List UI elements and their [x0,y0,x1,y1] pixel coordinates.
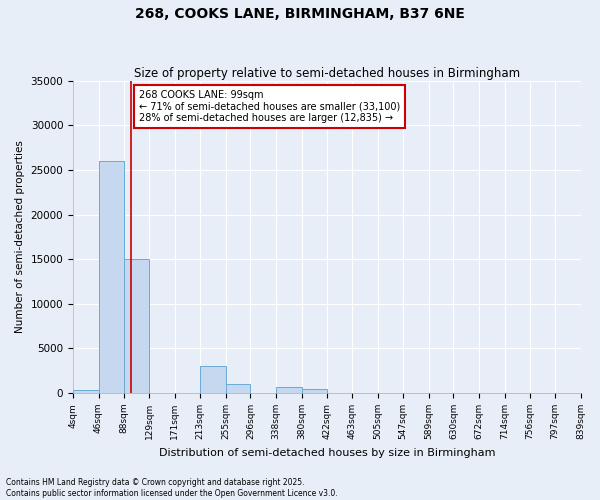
Bar [124,259,149,393]
Bar [276,387,302,393]
Text: 268 COOKS LANE: 99sqm
← 71% of semi-detached houses are smaller (33,100)
28% of : 268 COOKS LANE: 99sqm ← 71% of semi-deta… [139,90,400,123]
Bar [98,161,124,393]
Bar [302,388,327,393]
Text: 268, COOKS LANE, BIRMINGHAM, B37 6NE: 268, COOKS LANE, BIRMINGHAM, B37 6NE [135,8,465,22]
Bar [226,384,250,393]
Title: Size of property relative to semi-detached houses in Birmingham: Size of property relative to semi-detach… [134,66,520,80]
Bar [200,366,226,393]
Bar [73,390,98,393]
X-axis label: Distribution of semi-detached houses by size in Birmingham: Distribution of semi-detached houses by … [158,448,495,458]
Y-axis label: Number of semi-detached properties: Number of semi-detached properties [15,140,25,334]
Text: Contains HM Land Registry data © Crown copyright and database right 2025.
Contai: Contains HM Land Registry data © Crown c… [6,478,338,498]
